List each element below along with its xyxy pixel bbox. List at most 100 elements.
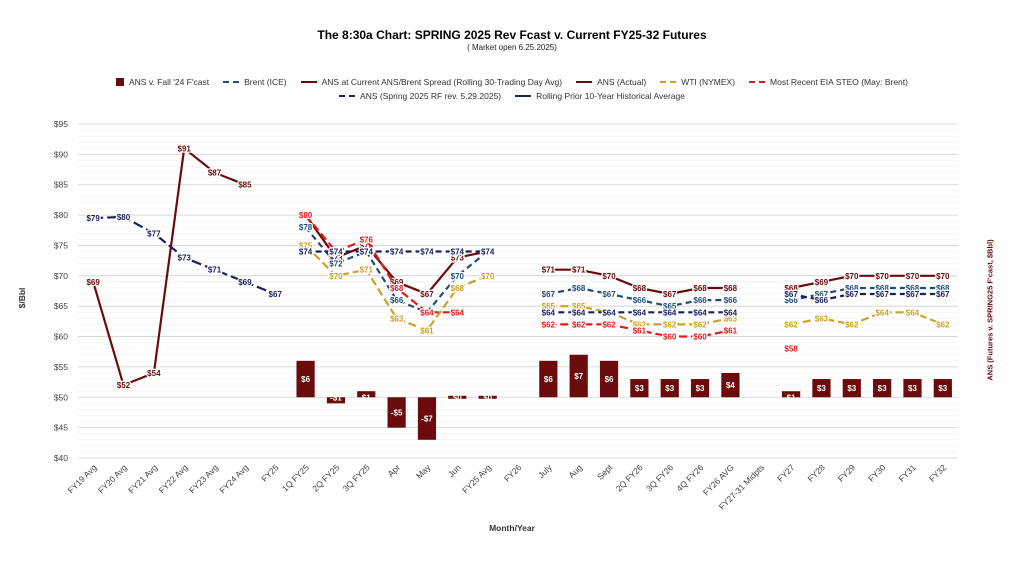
bar (296, 360, 315, 398)
legend-item-ans-spring: ANS (Spring 2025 RF rev. 5.29.2025) (339, 91, 501, 101)
data-label-wti: $63 (724, 314, 738, 323)
x-tick-label: FY25 (259, 462, 281, 484)
bar (478, 395, 497, 399)
x-tick-label: Aug (566, 462, 584, 480)
legend-item-hist: Rolling Prior 10-Year Historical Average (515, 91, 685, 101)
data-label-ans_actual: $52 (117, 381, 131, 390)
data-label-ans_current: $70 (602, 272, 616, 281)
data-label-wti: $71 (360, 266, 374, 275)
series-line-brent (548, 286, 731, 308)
data-label-hist: $79 (86, 214, 100, 223)
data-label-ans_current: $73 (329, 254, 343, 263)
bar (873, 379, 892, 398)
y-tick-label: $85 (54, 180, 68, 190)
data-label-ans_spring: $74 (329, 248, 343, 257)
data-label-eia: $64 (451, 308, 465, 317)
bar (357, 391, 376, 398)
legend-swatch-wti (660, 81, 677, 83)
data-label-eia: $60 (693, 333, 707, 342)
data-label-ans_spring: $64 (724, 308, 738, 317)
data-label-eia: $61 (724, 326, 738, 335)
series-line-eia (304, 214, 458, 314)
y-tick-label: $60 (54, 332, 68, 342)
data-label-hist: $67 (269, 290, 283, 299)
legend-swatch-hist (515, 95, 532, 97)
data-label-brent: $67 (602, 290, 616, 299)
bar (842, 379, 861, 398)
x-axis-label: Month/Year (489, 523, 535, 533)
data-label-wti: $64 (906, 308, 920, 317)
data-label-ans_current: $68 (693, 284, 707, 293)
y-axis-label: $/Bbl (17, 287, 27, 309)
data-label-wti: $65 (572, 302, 586, 311)
legend-label-ans-actual: ANS (Actual) (597, 77, 647, 87)
data-label-brent: $72 (329, 260, 343, 269)
data-label-ans_current: $69 (390, 278, 404, 287)
x-tick-label: FY21 Avg (126, 462, 159, 495)
bar-value-label: $1 (787, 393, 796, 402)
bar-value-label: $6 (605, 375, 614, 384)
data-label-brent: $65 (663, 302, 677, 311)
data-label-ans_actual: $69 (86, 278, 100, 287)
data-label-brent: $68 (906, 284, 920, 293)
y-tick-label: $80 (54, 210, 68, 220)
y-tick-label: $75 (54, 240, 68, 250)
series-line-eia (548, 323, 731, 338)
y-tick-label: $65 (54, 301, 68, 311)
x-tick-label: May (414, 462, 433, 481)
bar-value-label: $3 (665, 384, 674, 393)
bar-value-label: $1 (362, 393, 371, 402)
data-label-wti: $62 (633, 320, 647, 329)
data-label-eia: $80 (299, 211, 313, 220)
data-label-ans_spring: $74 (481, 248, 495, 257)
bar (690, 379, 710, 398)
series-line-hist (93, 215, 276, 296)
series-line-wti (548, 305, 731, 326)
data-label-brent: $64 (420, 308, 434, 317)
legend-swatch-ans-actual (576, 81, 593, 83)
data-label-wti: $63 (390, 314, 404, 323)
x-tick-label: FY31 (896, 462, 918, 484)
data-label-ans_current: $74 (481, 248, 495, 257)
data-label-brent: $68 (875, 284, 889, 293)
legend-swatch-ans-spring (339, 95, 356, 97)
bar-value-label: $3 (847, 384, 856, 393)
data-label-ans_current: $68 (784, 284, 798, 293)
bar-value-label: -$5 (391, 408, 403, 417)
data-label-hist: $80 (117, 213, 131, 222)
legend-swatch-bars (116, 78, 124, 86)
x-tick-label: FY27 (775, 462, 797, 484)
data-label-ans_current: $69 (815, 278, 829, 287)
data-label-ans_actual: $87 (208, 169, 222, 178)
legend-label-ans-spring: ANS (Spring 2025 RF rev. 5.29.2025) (360, 91, 502, 101)
data-label-ans_spring: $67 (875, 290, 889, 299)
data-label-hist: $77 (147, 229, 161, 238)
x-tick-label: FY29 (836, 462, 858, 484)
x-tick-label: FY28 (805, 462, 827, 484)
x-tick-label: FY25 Avg (460, 462, 493, 495)
data-label-ans_spring: $74 (451, 248, 465, 257)
legend-item-ans-current: ANS at Current ANS/Brent Spread (Rolling… (300, 77, 562, 87)
legend-item-brent: Brent (ICE) (223, 77, 287, 87)
data-label-brent: $66 (633, 296, 647, 305)
x-tick-label: FY20 Avg (96, 462, 129, 495)
data-label-ans_current: $70 (936, 272, 950, 281)
chart-subtitle: ( Market open 6.25.2025) (467, 43, 557, 52)
series-line-wti (790, 311, 944, 326)
series-line-ans_actual (92, 146, 246, 387)
bar (539, 360, 558, 398)
data-label-brent: $74 (481, 248, 495, 257)
x-tick-label: FY24 Avg (217, 462, 250, 495)
data-label-ans_spring: $64 (542, 308, 556, 317)
data-label-ans_spring: $67 (845, 290, 859, 299)
data-label-ans_current: $71 (572, 266, 586, 275)
x-tick-label: July (536, 462, 554, 480)
x-tick-label: 3Q FY25 (341, 462, 372, 493)
bar (933, 379, 952, 398)
bar-value-label: $3 (908, 384, 917, 393)
legend-item-bars: ANS v. Fall '24 F'cast (116, 77, 209, 87)
x-tick-label: FY26 (502, 462, 524, 484)
data-label-ans_spring: $74 (390, 248, 404, 257)
data-label-ans_spring: $74 (420, 248, 434, 257)
